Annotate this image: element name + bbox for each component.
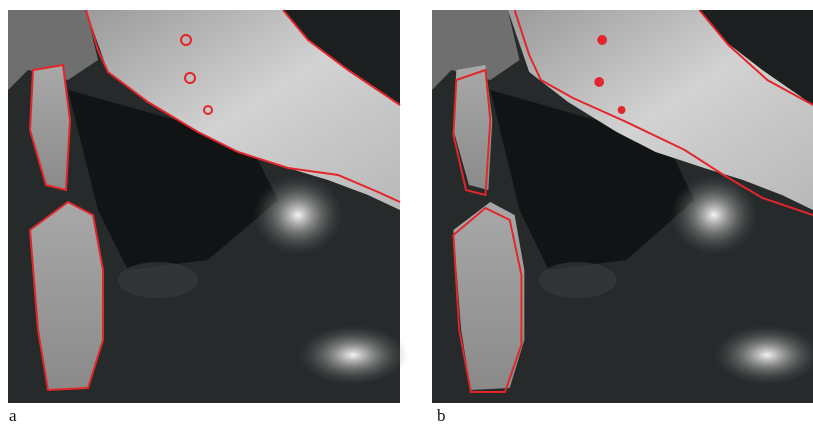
outline [452, 9, 813, 393]
red-spots [594, 35, 626, 114]
panel-b [432, 9, 813, 403]
panel-label: a [9, 406, 17, 425]
panel-label: b [437, 406, 446, 425]
outline [28, 9, 401, 392]
panel-a [8, 9, 408, 403]
